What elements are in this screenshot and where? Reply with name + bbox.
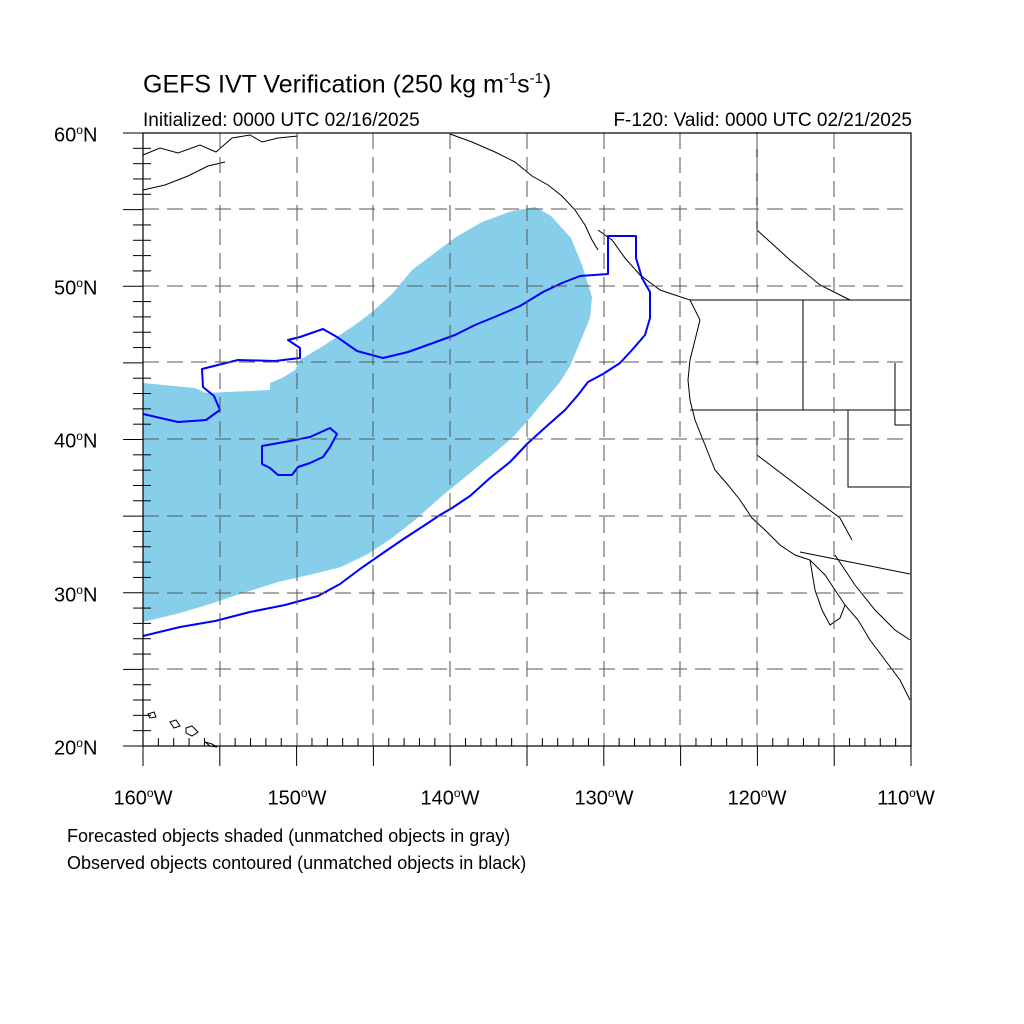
lon-label-150w: 150oW [267,786,327,810]
map-title: GEFS IVT Verification (250 kg m-1s-1) [143,70,552,99]
legend-forecast: Forecasted objects shaded (unmatched obj… [67,826,511,846]
lon-label-140w: 140oW [420,786,480,810]
map-grid [143,133,911,746]
axis-ticks [123,132,912,766]
lon-label-110w: 110oW [877,786,935,810]
lon-label-120w: 120oW [727,786,787,810]
observed-object-island [261,427,338,476]
lat-label-40: 40oN [54,429,98,453]
lat-label-20: 20oN [54,736,98,760]
lon-label-130w: 130oW [574,786,634,810]
legend-observed: Observed objects contoured (unmatched ob… [67,853,527,873]
lon-label-160w: 160oW [113,786,173,810]
initialized-time: Initialized: 0000 UTC 02/16/2025 [143,110,420,131]
lat-label-60: 60oN [54,123,98,147]
baja-coastline [809,554,911,641]
forecast-object [143,207,592,622]
alaska-coastline [142,133,599,251]
hawaii-islands [147,711,218,748]
state-borders [690,132,911,575]
lat-label-30: 30oN [54,583,98,607]
west-coastline [597,229,911,701]
lat-label-50: 50oN [54,276,98,300]
observed-object-main [142,235,651,637]
valid-time: F-120: Valid: 0000 UTC 02/21/2025 [613,110,912,131]
